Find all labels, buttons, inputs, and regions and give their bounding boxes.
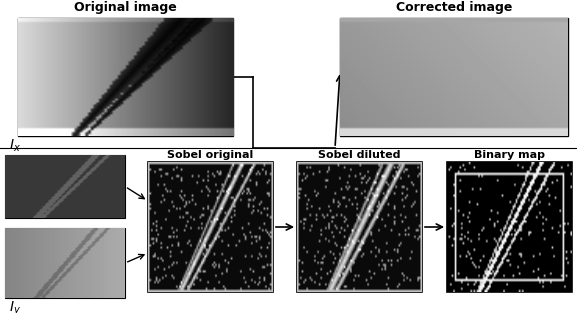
Text: Sobel diluted: Sobel diluted — [319, 150, 401, 160]
Bar — [5, 228, 125, 298]
Text: Binary map: Binary map — [474, 150, 545, 160]
Text: Sobel original: Sobel original — [167, 150, 254, 160]
Bar — [447, 162, 572, 292]
Bar — [340, 18, 568, 136]
Text: Original image: Original image — [74, 1, 177, 14]
Bar — [18, 18, 233, 136]
Bar — [297, 162, 422, 292]
Bar — [5, 155, 125, 218]
Text: $I_y$: $I_y$ — [9, 300, 21, 313]
Text: $I_x$: $I_x$ — [9, 138, 21, 154]
Text: Corrected image: Corrected image — [396, 1, 512, 14]
Bar — [148, 162, 273, 292]
